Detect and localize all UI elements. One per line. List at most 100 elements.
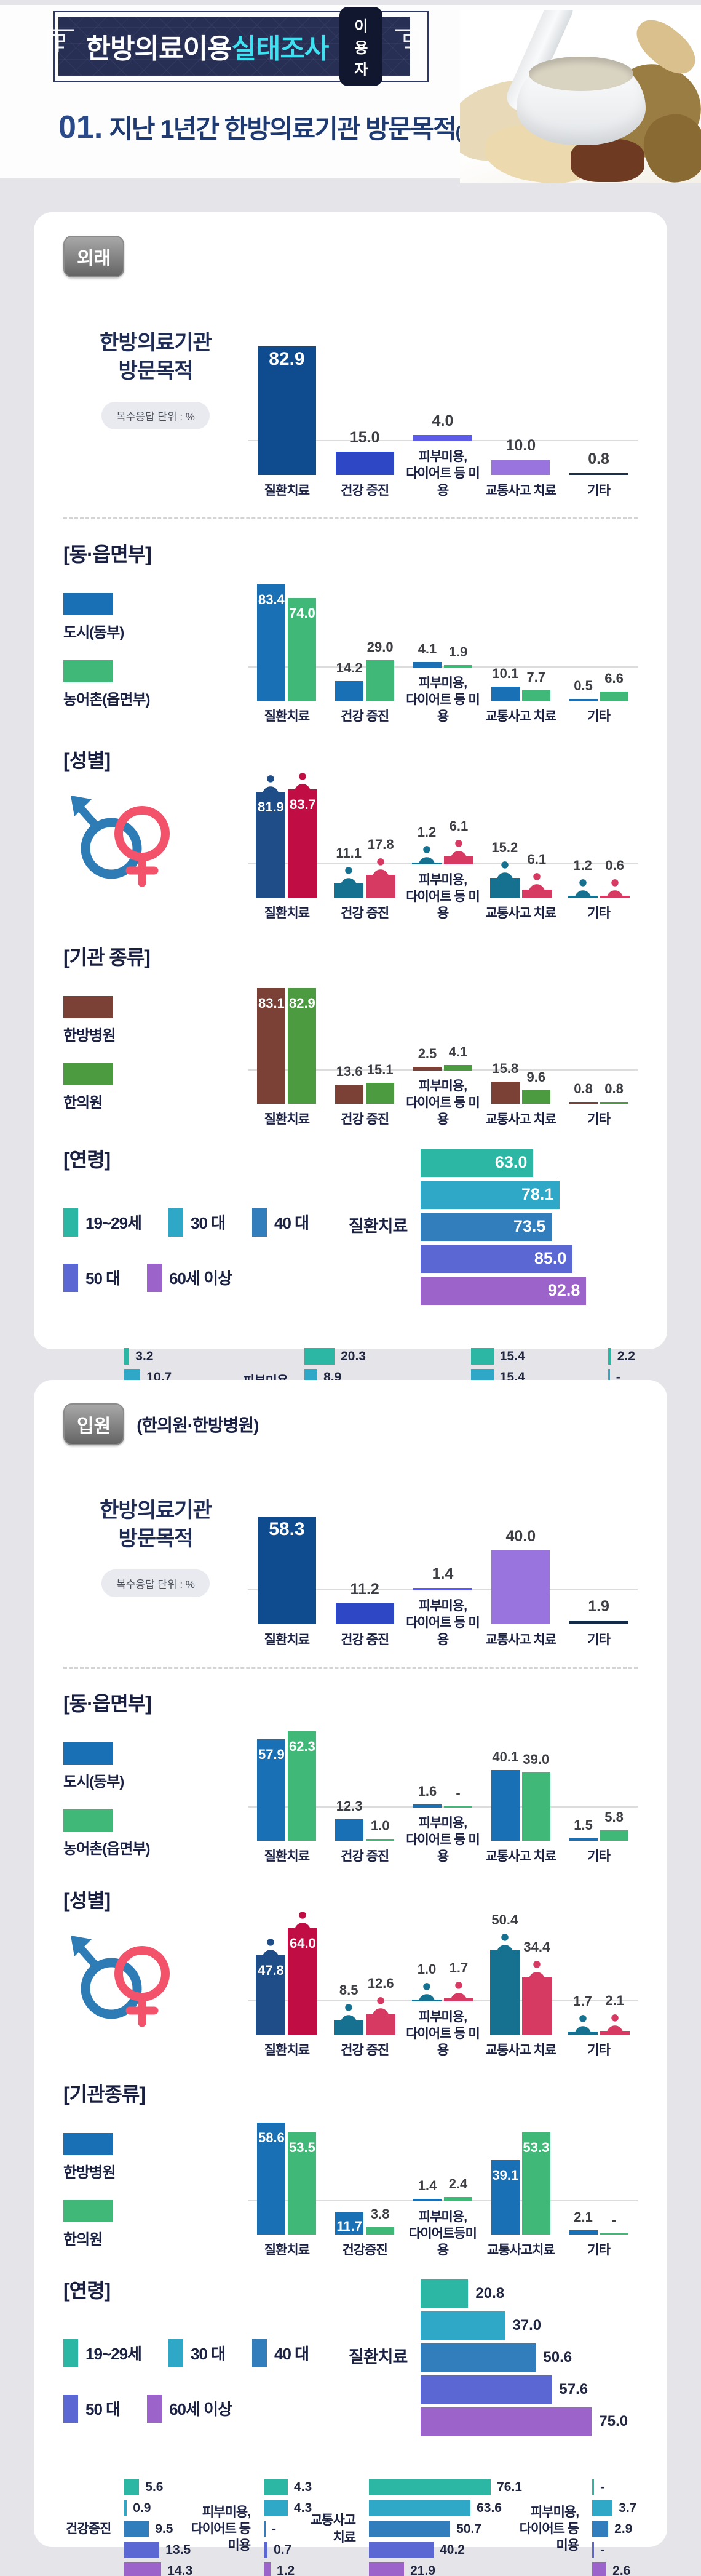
hbar-row: 4.3 (264, 2479, 312, 2496)
bar-slot: 0.8 (600, 971, 628, 1104)
bar-slot: 2.4 (443, 2075, 472, 2201)
bar (264, 2562, 271, 2576)
bar-slot: 4.1 (413, 535, 442, 668)
outpatient-card: 외래 한방의료기관 방문목적 복수응답 단위 : % 82.9 질환치료 15.0 건… (34, 212, 667, 1449)
hbar-row: 9.5 (124, 2521, 192, 2538)
page-title-text: 지난 1년간 한방의료기관 방문목적 (109, 114, 456, 143)
inpatient-institution-chart: 58.6 53.5 질환치료 11.7 3.8 건강증진 1.4 2.4 피부미용, 다이어트등미… (248, 2075, 638, 2259)
bar (592, 2542, 595, 2559)
inpatient-age-beauty-chart: 피부미용, 다이어트 등 미용 4.3 4.3 - 0.7 1.2 (191, 2477, 312, 2576)
chart-category: 50.4 34.4 교통사고 치료 (481, 1912, 560, 2059)
bar (124, 2542, 160, 2559)
legend-swatch-rural (63, 1809, 113, 1832)
chart-category: 4.0 피부미용, 다이어트 등 미용 (404, 293, 482, 499)
bar-group: 40.0 (491, 1495, 550, 1624)
bar-group: 1.7 2.1 (568, 1915, 630, 2035)
value-label: 57.9 (258, 1747, 285, 1763)
institution-legend: 한방병원 한의원 (63, 995, 248, 1112)
value-label: 1.2 (417, 824, 437, 840)
overview-title: 한방의료기관 방문목적 (100, 1499, 212, 1550)
x-axis-line (248, 666, 638, 668)
x-axis-line (248, 2000, 638, 2001)
category-label: 교통사고 치료 (485, 1849, 556, 1864)
bar-slot: 64.0 (288, 1912, 318, 2035)
bar (443, 1998, 473, 2001)
value-label: 83.1 (258, 995, 285, 1011)
hbar-row: 14.3 (124, 2562, 192, 2576)
bar (521, 1772, 550, 1841)
user-badge: 이용자 (339, 6, 383, 86)
person-icon (496, 861, 513, 880)
legend-swatch-city (63, 1742, 113, 1765)
chart-category: 1.4 피부미용, 다이어트 등 미용 (404, 1461, 482, 1648)
bar (521, 1977, 552, 2035)
value-label: 20.3 (341, 1349, 366, 1363)
person-icon (450, 839, 467, 858)
person-icon (341, 867, 357, 885)
chart-category: 39.1 53.3 교통사고치료 (481, 2108, 560, 2259)
hbar-row: - (608, 1369, 635, 1386)
value-label: 82.9 (269, 348, 305, 369)
bar (366, 2014, 396, 2035)
hbar-row: 2.9 (592, 2521, 636, 2538)
bar-group: 13.6 15.1 (335, 971, 395, 1104)
region-heading: [동·읍면부] (63, 1692, 152, 1715)
bar (366, 2227, 395, 2235)
bar (443, 664, 472, 668)
chart-category: 1.6 - 피부미용, 다이어트 등 미용 (404, 1685, 482, 1865)
category-label: 건강 증진 (341, 1112, 389, 1127)
hbar-row: - (264, 2521, 312, 2538)
institution-heading: [기관종류] (63, 2083, 146, 2105)
page-title: 01.지난 1년간 한방의료기관 방문목적(복수응답) (58, 108, 524, 146)
bar (256, 792, 286, 898)
bar-slot: 81.9 (256, 775, 286, 898)
corner-ornament-icon (395, 29, 422, 63)
value-label: 50.7 (456, 2521, 481, 2536)
bar-group: 4.1 1.9 (413, 535, 472, 668)
chart-category: 11.2 건강 증진 (326, 1495, 404, 1648)
value-label: 0.7 (274, 2542, 292, 2557)
bar (369, 2562, 405, 2576)
value-label: - (600, 2542, 605, 2557)
mortar-contents-shape (529, 57, 633, 91)
bar (304, 1348, 335, 1365)
chart-category: 4.1 1.9 피부미용, 다이어트 등 미용 (404, 535, 482, 725)
hbar-row: 5.6 (124, 2479, 192, 2496)
bar-slot: 1.4 (413, 2075, 442, 2201)
bar (369, 2479, 491, 2496)
category-label: 건강 증진 (341, 483, 389, 498)
chart-category: 1.9 기타 (560, 1495, 638, 1648)
bar-group: 10.1 7.7 (491, 568, 550, 701)
bar (288, 1928, 318, 2035)
value-label: 63.0 (494, 1153, 528, 1172)
bar-slot: 1.0 (411, 1881, 442, 2001)
bar-group: 47.8 64.0 (256, 1912, 318, 2035)
overview-title: 한방의료기관 방문목적 (100, 331, 212, 383)
value-label: 15.2 (491, 840, 518, 856)
value-label: 15.4 (499, 1349, 525, 1363)
value-label: 1.6 (418, 1783, 437, 1799)
bar (569, 1838, 598, 1841)
hbar-row: 20.3 (304, 1348, 366, 1365)
bar (413, 661, 442, 668)
outpatient-region-chart: 83.4 74.0 질환치료 14.2 29.0 건강 증진 4.1 1.9 피부미용, 다이어트… (248, 535, 638, 725)
value-label: 0.8 (604, 1081, 624, 1097)
inpatient-age-traffic-chart: 교통사고 치료 76.1 63.6 50.7 40.2 21.9 (311, 2477, 522, 2576)
category-label: 질환치료 (264, 1112, 310, 1127)
bar-slot: 0.8 (569, 327, 628, 475)
bar (413, 2198, 442, 2201)
bar (335, 1085, 364, 1104)
x-axis-line (248, 2199, 638, 2201)
bar (443, 1806, 472, 1808)
bar (443, 1064, 472, 1071)
value-label: 76.1 (497, 2479, 522, 2494)
hbar-row: 3.2 (124, 1348, 185, 1365)
bar (569, 473, 628, 475)
bar-group: 15.2 6.1 (489, 775, 552, 898)
category-label: 질환치료 (264, 2043, 310, 2058)
bar (288, 789, 318, 898)
value-label: 40.2 (440, 2542, 465, 2557)
hbar-row: 73.5 (421, 1212, 586, 1241)
hbar-row: 13.5 (124, 2542, 192, 2559)
